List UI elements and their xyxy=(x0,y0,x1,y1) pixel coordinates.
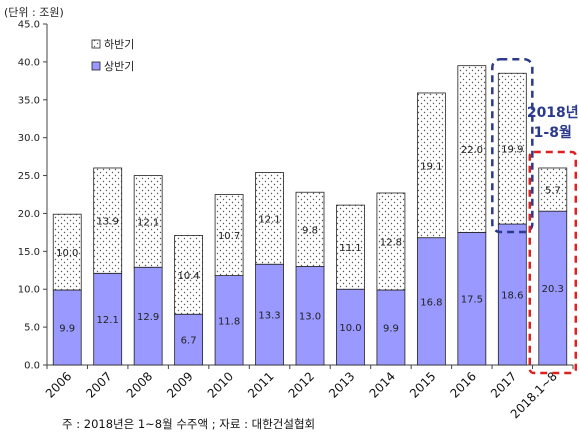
bar-second-half xyxy=(255,172,284,265)
data-label-first-half: 11.8 xyxy=(218,316,240,327)
source-note: 주 : 2018년은 1~8월 수주액 ; 자료 : 대한건설협회 xyxy=(62,417,316,431)
bar-first-half xyxy=(93,272,123,366)
y-tick-label: 35.0 xyxy=(18,95,40,106)
data-label-second-half: 10.0 xyxy=(56,248,78,259)
highlight-2017 xyxy=(491,58,534,234)
bar-first-half xyxy=(497,223,527,366)
legend-label: 상반기 xyxy=(104,60,134,73)
data-label-second-half: 13.9 xyxy=(97,217,119,228)
data-label-second-half: 11.1 xyxy=(339,243,361,254)
x-tick-label: 2008 xyxy=(124,369,155,400)
data-label-first-half: 20.3 xyxy=(542,284,564,295)
unit-label: (단위 : 조원) xyxy=(4,6,64,19)
data-label-first-half: 10.0 xyxy=(339,323,361,334)
data-label-first-half: 18.6 xyxy=(501,291,523,302)
legend-swatch xyxy=(91,61,101,71)
x-tick-label: 2006 xyxy=(43,369,74,400)
data-label-first-half: 16.8 xyxy=(420,297,442,308)
legend-label: 하반기 xyxy=(104,37,134,51)
bar-second-half xyxy=(457,65,487,233)
data-label-first-half: 13.0 xyxy=(299,312,321,323)
y-tick-label: 40.0 xyxy=(18,57,40,68)
y-tick-label: 20.0 xyxy=(18,209,40,220)
bar-first-half xyxy=(174,313,204,366)
x-tick-label: 2015 xyxy=(407,369,438,400)
data-label-first-half: 6.7 xyxy=(181,336,197,347)
bar-second-half xyxy=(174,235,204,315)
x-tick-label: 2016 xyxy=(447,369,478,400)
bar-first-half xyxy=(214,275,244,366)
data-label-first-half: 9.9 xyxy=(59,323,75,334)
bar-first-half xyxy=(52,289,82,366)
data-label-second-half: 12.8 xyxy=(380,237,402,248)
x-tick-label: 2007 xyxy=(83,369,114,400)
data-label-second-half: 10.7 xyxy=(218,231,240,242)
x-tick-label: 2011 xyxy=(245,369,276,400)
bar-first-half xyxy=(457,231,487,366)
data-label-first-half: 12.9 xyxy=(137,312,159,323)
data-label-second-half: 12.1 xyxy=(258,214,280,225)
x-tick-label: 2010 xyxy=(205,369,236,400)
data-label-second-half: 19.1 xyxy=(420,161,442,172)
bar-first-half xyxy=(133,266,163,366)
bar-second-half xyxy=(376,192,406,291)
x-tick-label: 2017 xyxy=(488,369,519,400)
data-label-second-half: 5.7 xyxy=(545,186,561,197)
data-label-second-half: 22.0 xyxy=(461,145,483,156)
bar-second-half xyxy=(214,194,244,276)
bar-second-half xyxy=(52,213,82,291)
bar-second-half xyxy=(538,167,568,212)
bar-first-half xyxy=(295,266,325,366)
data-label-second-half: 9.8 xyxy=(302,225,318,236)
x-tick-label: 2013 xyxy=(326,369,357,400)
y-tick-label: 45.0 xyxy=(18,20,40,31)
data-label-second-half: 12.1 xyxy=(137,217,159,228)
y-tick-label: 30.0 xyxy=(18,133,40,144)
data-label-second-half: 19.9 xyxy=(501,145,523,156)
bar-second-half xyxy=(336,204,365,290)
bar-second-half xyxy=(295,191,325,267)
bar-first-half xyxy=(416,237,446,366)
bar-second-half xyxy=(497,72,527,225)
bar-second-half xyxy=(416,92,446,239)
x-tick-label: 2014 xyxy=(367,369,398,400)
data-label-first-half: 17.5 xyxy=(461,295,483,306)
x-tick-label: 2009 xyxy=(164,369,195,400)
bar-first-half xyxy=(255,263,284,366)
bar-first-half xyxy=(336,288,365,366)
y-tick-label: 25.0 xyxy=(18,171,40,182)
bar-first-half xyxy=(376,289,406,366)
y-tick-label: 15.0 xyxy=(18,247,40,258)
y-tick-label: 5.0 xyxy=(24,323,40,334)
x-tick-label: 2012 xyxy=(286,369,317,400)
data-label-first-half: 13.3 xyxy=(258,311,280,322)
legend-swatch xyxy=(91,39,101,49)
annotation-line2: 1-8월 xyxy=(534,124,572,141)
bar-second-half xyxy=(133,175,163,268)
data-label-second-half: 10.4 xyxy=(177,271,199,282)
data-label-first-half: 12.1 xyxy=(97,315,119,326)
y-tick-label: 10.0 xyxy=(18,285,40,296)
data-label-first-half: 9.9 xyxy=(383,323,399,334)
y-tick-label: 0.0 xyxy=(24,361,40,372)
highlight-2018 xyxy=(528,150,578,375)
annotation-line1: 2018년 xyxy=(527,105,579,121)
bar-second-half xyxy=(93,167,123,274)
